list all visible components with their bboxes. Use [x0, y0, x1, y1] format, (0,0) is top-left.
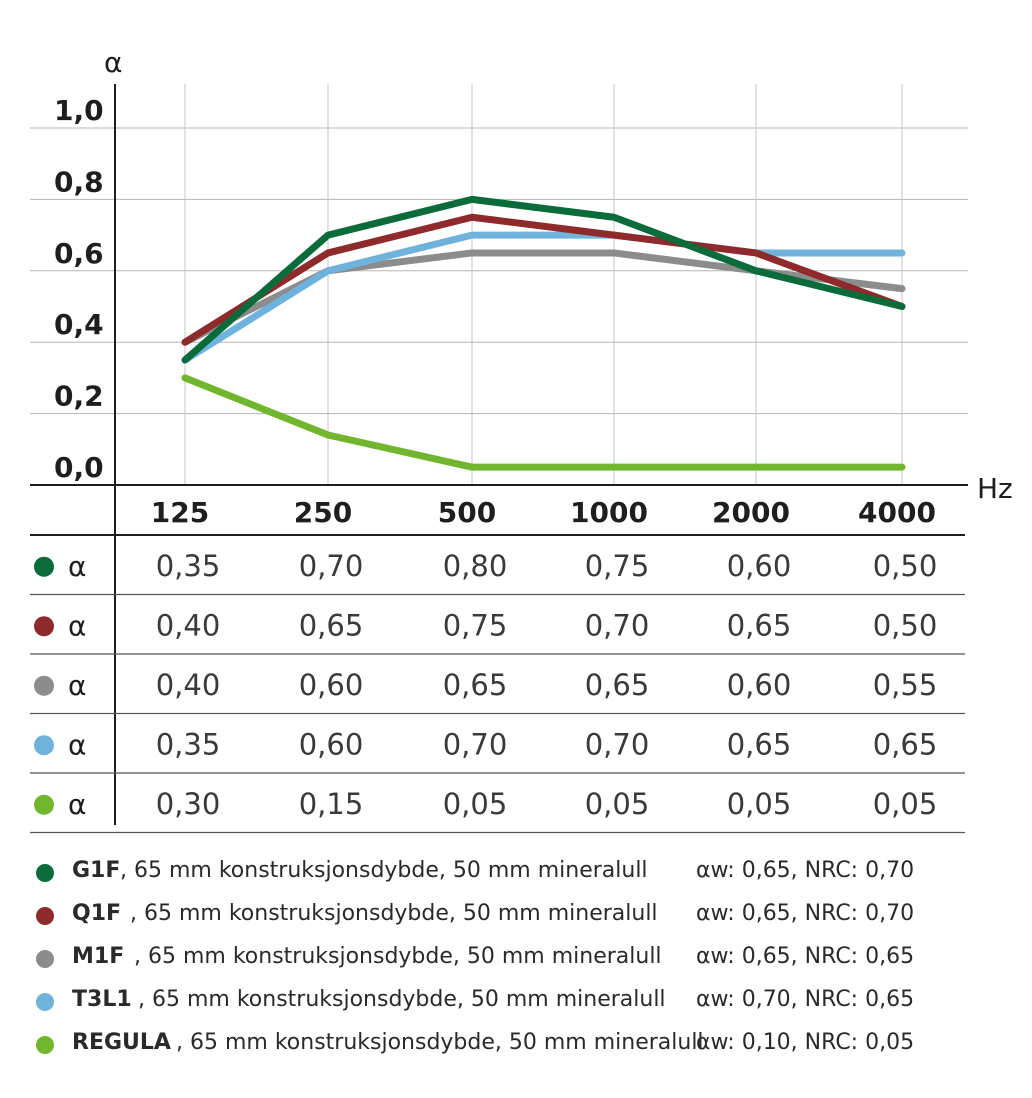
series-line-g1f: [181, 195, 906, 364]
legend-item: G1F, 65 mm konstruksjonsdybde, 50 mm min…: [36, 852, 1026, 892]
row-label: α: [68, 788, 86, 821]
table-cell: 0,65: [585, 668, 650, 702]
table-cell: 0,35: [156, 549, 221, 583]
row-color-dot: [34, 794, 54, 815]
table-cell: 0,30: [156, 787, 221, 821]
legend-name: M1F: [72, 944, 125, 969]
legend-stats: αw: 0,65, NRC: 0,70: [696, 858, 915, 883]
legend-stats: αw: 0,65, NRC: 0,65: [696, 944, 915, 969]
y-tick-label: 0,4: [54, 308, 104, 341]
series-line-t3l1: [181, 231, 906, 364]
y-tick-label: 1,0: [54, 94, 104, 127]
row-color-dot: [34, 616, 54, 637]
x-tick-label: 500: [438, 496, 496, 529]
y-tick-label: 0,8: [54, 165, 104, 198]
table-cell: 0,70: [443, 727, 508, 761]
table-cell: 0,50: [873, 608, 938, 642]
row-color-dot: [34, 675, 54, 696]
legend-item: T3L1, 65 mm konstruksjonsdybde, 50 mm mi…: [36, 981, 1026, 1021]
table-cell: 0,40: [156, 608, 221, 642]
legend-item: M1F , 65 mm konstruksjonsdybde, 50 mm min…: [36, 938, 1026, 978]
legend-item: Q1F , 65 mm konstruksjonsdybde, 50 mm min…: [36, 895, 1026, 935]
x-tick-label: 125: [151, 496, 209, 529]
legend-name: T3L1: [72, 987, 132, 1012]
legend-dot: [36, 864, 54, 882]
table-cell: 0,05: [873, 787, 938, 821]
table-cell: 0,80: [443, 549, 508, 583]
table-cell: 0,65: [443, 668, 508, 702]
legend-item: REGULA, 65 mm konstruksjonsdybde, 50 mm …: [36, 1024, 1026, 1064]
legend-name: Q1F: [72, 901, 122, 926]
table-cell: 0,05: [585, 787, 650, 821]
legend-description: , 65 mm konstruksjonsdybde, 50 mm minera…: [138, 987, 666, 1012]
legend-stats: αw: 0,65, NRC: 0,70: [696, 901, 915, 926]
table-cell: 0,50: [873, 549, 938, 583]
legend-description: , 65 mm konstruksjonsdybde, 50 mm minera…: [130, 901, 658, 926]
legend-name: REGULA: [72, 1030, 171, 1055]
table-cell: 0,70: [585, 727, 650, 761]
x-tick-label: 250: [294, 496, 352, 529]
y-tick-label: 0,2: [54, 380, 104, 413]
table-cell: 0,65: [873, 727, 938, 761]
row-label: α: [68, 669, 86, 702]
row-color-dot: [34, 556, 54, 577]
legend-dot: [36, 1036, 54, 1054]
row-color-dot: [34, 735, 54, 756]
row-label: α: [68, 728, 86, 761]
x-tick-label: 4000: [858, 496, 936, 529]
table-cell: 0,05: [727, 787, 792, 821]
table-cell: 0,65: [727, 727, 792, 761]
row-label: α: [68, 550, 86, 583]
table-cell: 0,35: [156, 727, 221, 761]
table-cell: 0,70: [299, 549, 364, 583]
y-tick-label: 0,0: [54, 451, 104, 484]
legend-dot: [36, 907, 54, 925]
table-cell: 0,55: [873, 668, 938, 702]
y-axis-title: α: [104, 46, 122, 79]
table-cell: 0,15: [299, 787, 364, 821]
legend-dot: [36, 993, 54, 1011]
legend-stats: αw: 0,10, NRC: 0,05: [696, 1030, 915, 1055]
x-tick-label: 1000: [570, 496, 648, 529]
series-line-q1f: [181, 213, 906, 346]
legend-description: , 65 mm konstruksjonsdybde, 50 mm minera…: [176, 1030, 704, 1055]
table-cell: 0,65: [299, 608, 364, 642]
legend-description: , 65 mm konstruksjonsdybde, 50 mm minera…: [120, 858, 648, 883]
x-tick-label: 2000: [712, 496, 790, 529]
table-cell: 0,60: [727, 549, 792, 583]
legend-description: , 65 mm konstruksjonsdybde, 50 mm minera…: [134, 944, 662, 969]
y-tick-label: 0,6: [54, 237, 104, 270]
table-cell: 0,75: [585, 549, 650, 583]
legend-dot: [36, 950, 54, 968]
table-cell: 0,60: [299, 668, 364, 702]
table-cell: 0,60: [299, 727, 364, 761]
table-cell: 0,65: [727, 608, 792, 642]
legend-stats: αw: 0,70, NRC: 0,65: [696, 987, 915, 1012]
row-label: α: [68, 609, 86, 642]
table-cell: 0,40: [156, 668, 221, 702]
table-cell: 0,70: [585, 608, 650, 642]
x-axis-title: Hz: [977, 472, 1013, 505]
table-cell: 0,05: [443, 787, 508, 821]
table-cell: 0,75: [443, 608, 508, 642]
legend-name: G1F: [72, 858, 121, 883]
table-cell: 0,60: [727, 668, 792, 702]
series-line-regula: [181, 374, 906, 471]
